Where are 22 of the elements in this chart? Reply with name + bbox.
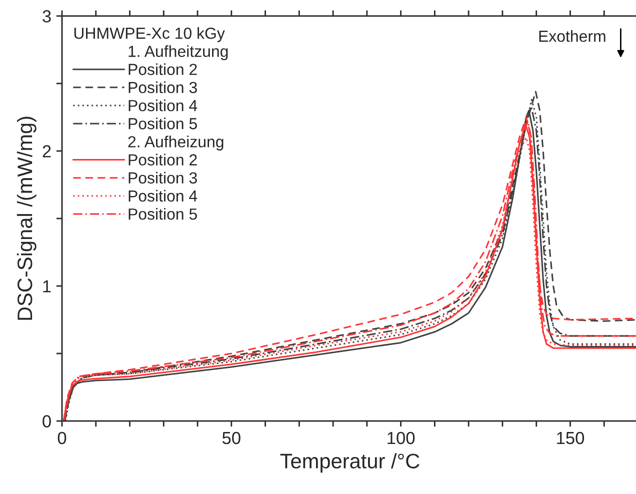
- x-tick-label: 50: [222, 432, 240, 444]
- legend-label: Position 5: [128, 208, 197, 220]
- y-tick-label: 1: [43, 280, 51, 292]
- x-tick-label: 100: [388, 432, 415, 444]
- x-tick-label: 0: [58, 432, 66, 444]
- legend-label: Position 3: [128, 81, 197, 94]
- y-tick-label: 0: [42, 415, 51, 428]
- annotation: Exotherm: [539, 30, 606, 42]
- legend-label: Position 3: [128, 172, 197, 184]
- y-tick-label: 2: [42, 145, 51, 158]
- x-tick-label: 150: [557, 432, 584, 444]
- y-tick-label: 3: [42, 10, 51, 22]
- legend-label: Position 4: [128, 100, 198, 112]
- y-axis-title: DSC-Signal /(mW/mg): [16, 116, 36, 320]
- annotation: 2. Aufheizung: [128, 136, 224, 151]
- legend-title: UHMWPE-Xc 10 kGy: [74, 27, 225, 42]
- legend-label: Position 4: [128, 190, 198, 202]
- legend-label: Position 2: [128, 154, 197, 166]
- x-axis-title: Temperatur /°C: [280, 453, 420, 473]
- legend-label: Position 2: [128, 63, 197, 76]
- annotation: 1. Aufheitzung: [128, 45, 228, 60]
- legend-label: Position 5: [128, 118, 197, 130]
